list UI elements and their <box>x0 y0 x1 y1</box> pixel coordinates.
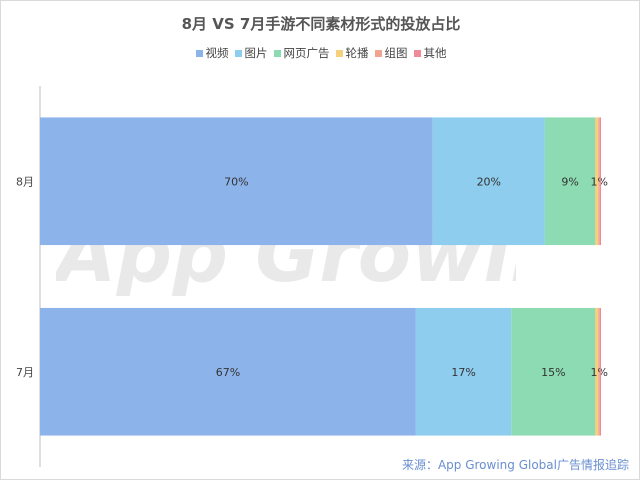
legend-swatch <box>413 49 421 57</box>
bar-segment-其他 <box>599 117 601 246</box>
legend-label: 网页广告 <box>283 46 330 60</box>
bar-segment-其他 <box>599 307 601 436</box>
bar-segment-视频 <box>40 307 416 436</box>
legend-label: 轮播 <box>345 46 369 60</box>
chart-legend: 视频 图片 网页广告 轮播 组图 其他 <box>1 45 640 61</box>
legend-swatch <box>234 49 242 57</box>
legend-swatch <box>374 49 382 57</box>
legend-item-2: 网页广告 <box>273 45 330 61</box>
bar-segment-组图 <box>598 117 600 246</box>
legend-item-1: 图片 <box>234 45 268 61</box>
legend-item-4: 组图 <box>374 45 408 61</box>
data-label: 70% <box>224 175 248 188</box>
data-label: 1% <box>590 366 607 379</box>
legend-label: 视频 <box>205 46 229 60</box>
data-label: 67% <box>216 366 240 379</box>
legend-label: 其他 <box>423 46 447 60</box>
bar-segment-轮播 <box>595 117 599 246</box>
legend-item-3: 轮播 <box>335 45 369 61</box>
chart-title: 8月 VS 7月手游不同素材形式的投放占比 <box>181 15 461 33</box>
data-label: 15% <box>541 366 565 379</box>
legend-label: 图片 <box>244 46 268 60</box>
legend-label: 组图 <box>384 46 408 60</box>
bar-segment-组图 <box>598 307 600 436</box>
y-tick-label: 8月 <box>16 175 34 188</box>
legend-swatch <box>335 49 343 57</box>
source-note: 来源：App Growing Global广告情报追踪 <box>401 458 629 472</box>
legend-swatch <box>195 49 203 57</box>
legend-item-5: 其他 <box>413 45 447 61</box>
legend-swatch <box>273 49 281 57</box>
bar-segment-图片 <box>415 307 512 436</box>
bar-segment-视频 <box>40 117 433 246</box>
bar-segment-网页广告 <box>544 117 596 246</box>
data-label: 9% <box>561 175 578 188</box>
data-label: 1% <box>590 175 607 188</box>
y-tick-label: 7月 <box>16 366 34 379</box>
bar-segment-网页广告 <box>511 307 596 436</box>
bar-segment-图片 <box>432 117 545 246</box>
legend-item-0: 视频 <box>195 45 229 61</box>
data-label: 17% <box>451 366 475 379</box>
bar-segment-轮播 <box>595 307 599 436</box>
data-label: 20% <box>477 175 501 188</box>
